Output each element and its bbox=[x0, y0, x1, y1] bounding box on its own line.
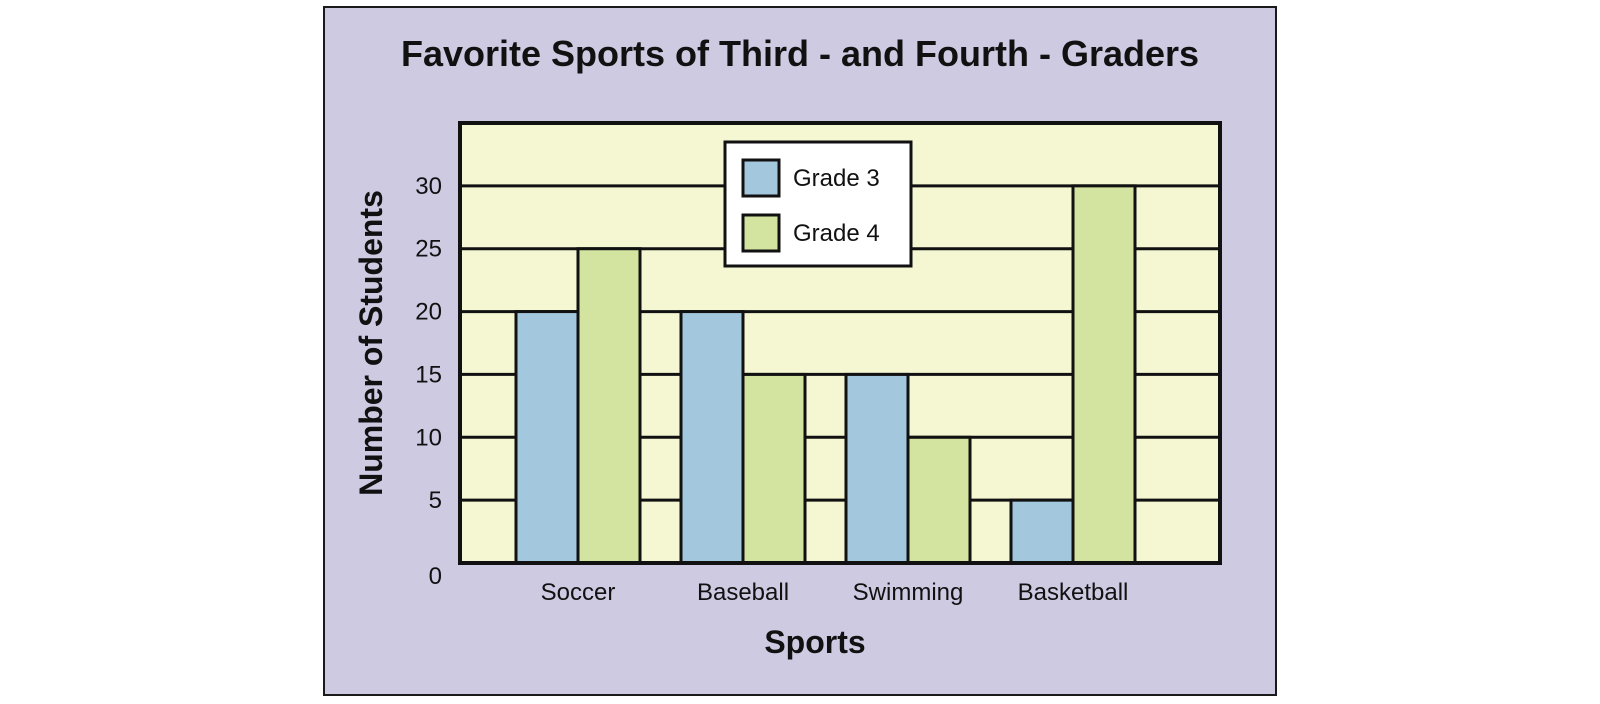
y-tick-label-25: 25 bbox=[415, 236, 442, 263]
bar-soccer-grade-3 bbox=[514, 310, 580, 565]
x-tick-label-swimming: Swimming bbox=[853, 579, 964, 606]
legend-label-grade-3: Grade 3 bbox=[793, 165, 880, 192]
chart-title: Favorite Sports of Third - and Fourth - … bbox=[401, 33, 1199, 74]
bars bbox=[514, 184, 1137, 565]
x-axis-title: Sports bbox=[764, 624, 865, 660]
bar-basketball-grade-4 bbox=[1071, 184, 1137, 565]
legend-swatch-grade-4 bbox=[741, 213, 781, 253]
bar-basketball-grade-3 bbox=[1009, 498, 1075, 565]
x-tick-labels: Soccer Baseball Swimming Basketball bbox=[541, 579, 1129, 606]
chart-frame: Favorite Sports of Third - and Fourth - … bbox=[323, 6, 1277, 696]
y-tick-label-5: 5 bbox=[429, 487, 442, 514]
y-tick-label-30: 30 bbox=[415, 173, 442, 200]
x-tick-label-baseball: Baseball bbox=[697, 579, 789, 606]
plot-border bbox=[458, 121, 1222, 565]
bar-soccer-grade-4 bbox=[576, 247, 642, 565]
x-tick-label-basketball: Basketball bbox=[1018, 579, 1129, 606]
bar-baseball-grade-4 bbox=[741, 372, 807, 565]
y-tick-label-15: 15 bbox=[415, 361, 442, 388]
bar-swimming-grade-3 bbox=[844, 372, 910, 565]
x-tick-label-soccer: Soccer bbox=[541, 579, 616, 606]
y-axis-title: Number of Students bbox=[353, 190, 389, 496]
y-tick-labels: 0 5 10 15 20 25 30 bbox=[415, 173, 442, 590]
bar-baseball-grade-3 bbox=[679, 310, 745, 565]
y-tick-label-20: 20 bbox=[415, 299, 442, 326]
y-tick-label-10: 10 bbox=[415, 424, 442, 451]
legend-label-grade-4: Grade 4 bbox=[793, 220, 880, 247]
bar-swimming-grade-4 bbox=[906, 435, 972, 565]
legend: Grade 3 Grade 4 bbox=[723, 140, 913, 268]
legend-swatch-grade-3 bbox=[741, 158, 781, 198]
y-tick-label-0: 0 bbox=[429, 563, 442, 590]
bar-chart: Favorite Sports of Third - and Fourth - … bbox=[353, 33, 1222, 660]
